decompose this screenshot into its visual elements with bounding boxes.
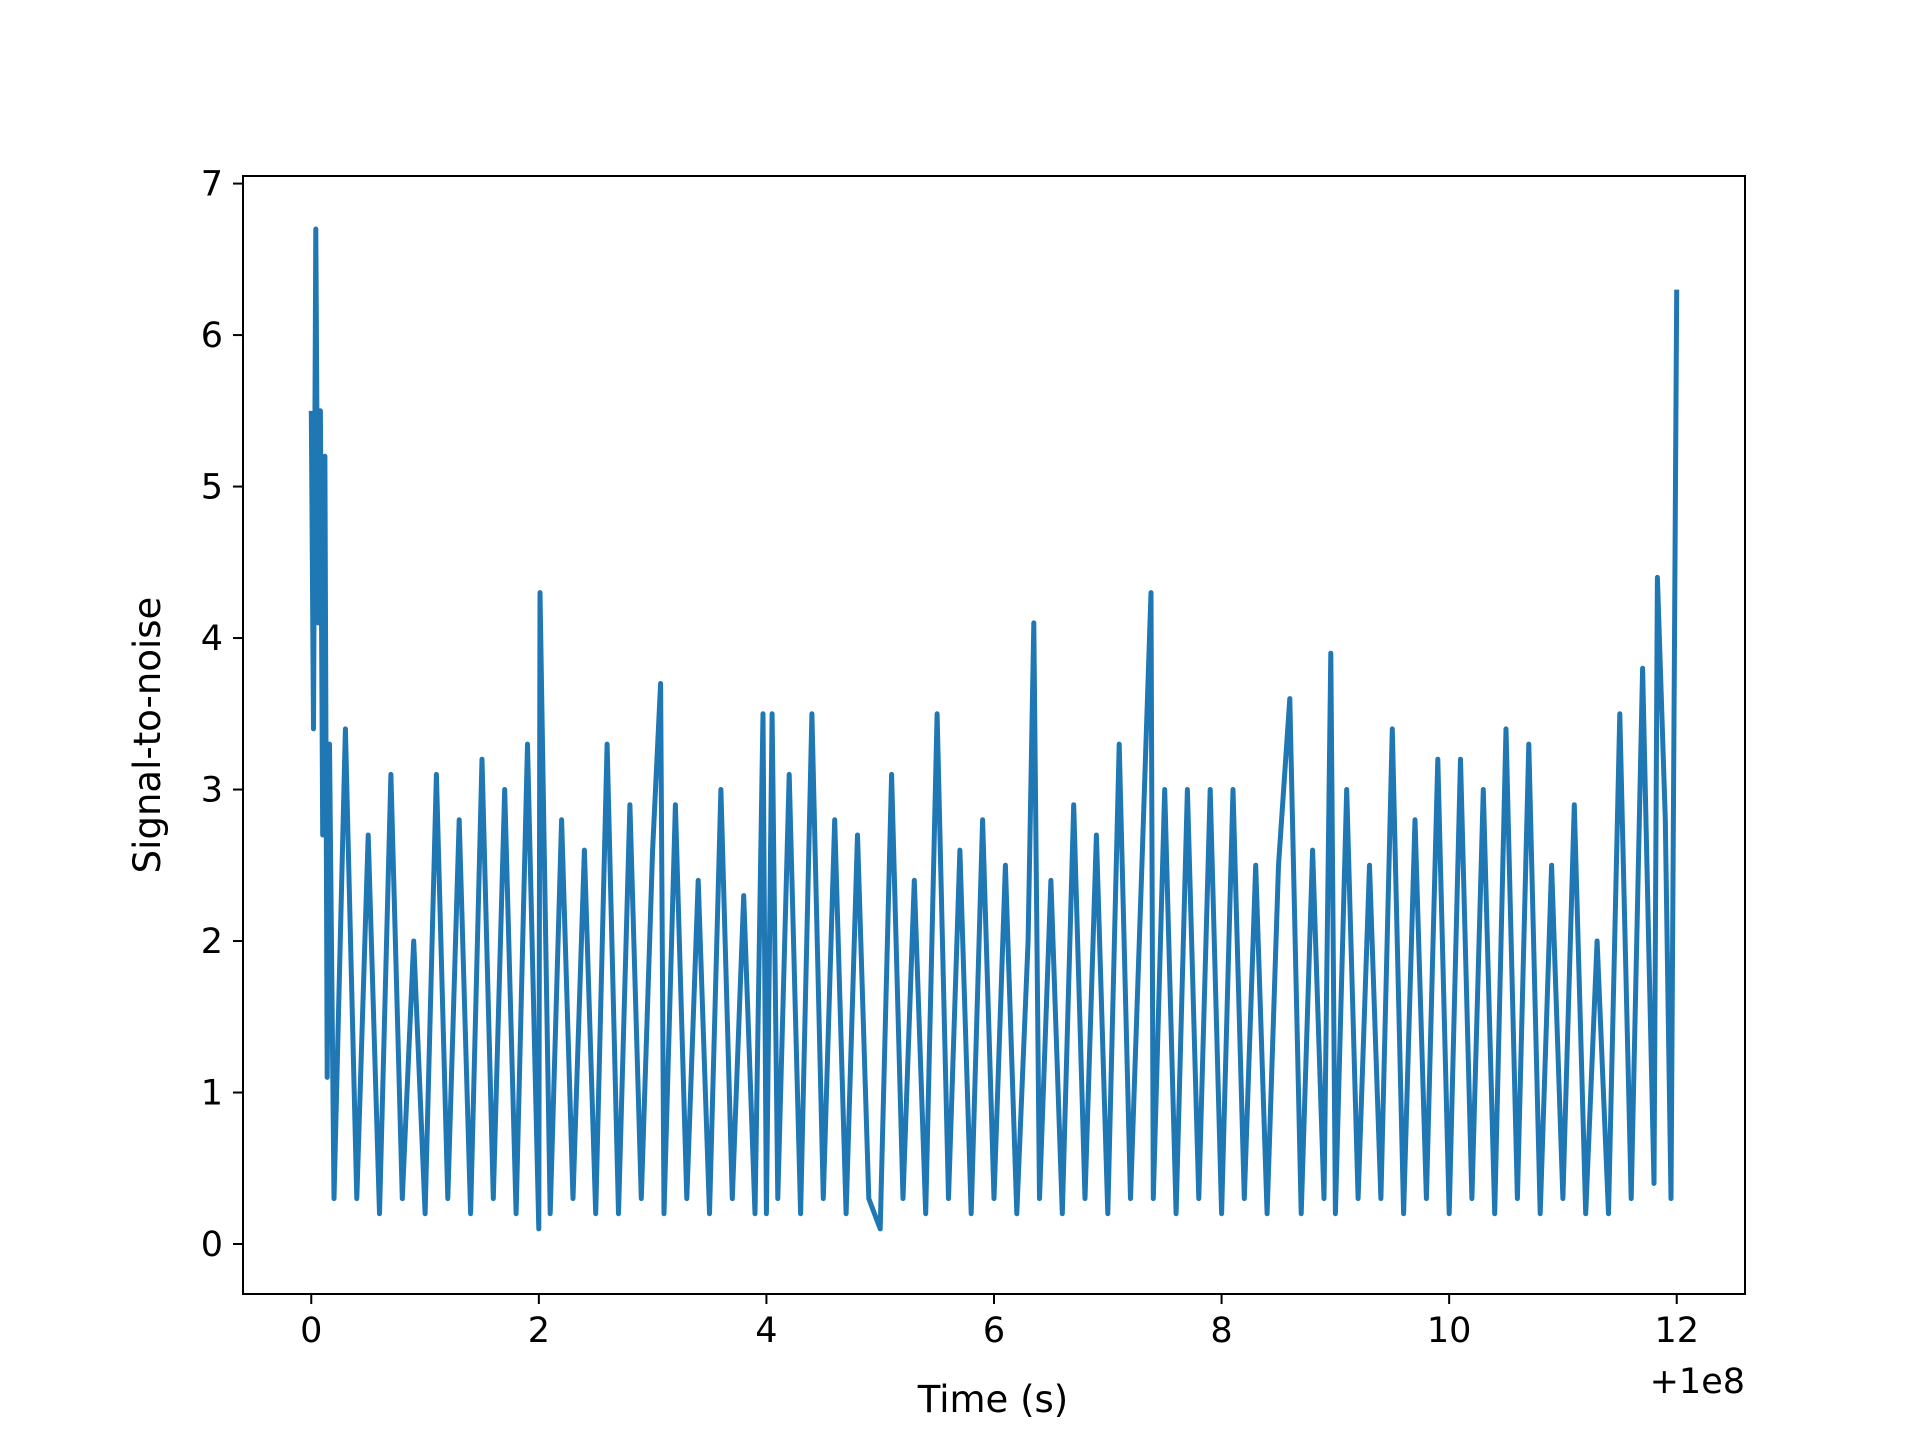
x-tick-label: 10 bbox=[1427, 1311, 1472, 1351]
y-tick-label: 0 bbox=[201, 1225, 223, 1265]
y-axis-label: Signal-to-noise bbox=[126, 597, 169, 874]
series-line-0 bbox=[308, 226, 1680, 1232]
x-offset-label: +1e8 bbox=[1650, 1362, 1745, 1402]
y-tick-label: 5 bbox=[201, 468, 223, 508]
x-tick-label: 12 bbox=[1654, 1311, 1699, 1351]
x-tick-label: 6 bbox=[983, 1311, 1005, 1351]
y-tick-label: 2 bbox=[201, 922, 223, 962]
x-tick-label: 2 bbox=[528, 1311, 550, 1351]
y-tick-label: 6 bbox=[201, 316, 223, 356]
y-tick-label: 3 bbox=[201, 771, 223, 811]
x-axis-label: Time (s) bbox=[917, 1378, 1068, 1421]
y-tick-label: 1 bbox=[201, 1074, 223, 1114]
x-tick-label: 0 bbox=[300, 1311, 322, 1351]
x-tick-label: 4 bbox=[755, 1311, 777, 1351]
x-tick-label: 8 bbox=[1210, 1311, 1232, 1351]
plot-layer bbox=[308, 226, 1680, 1232]
y-tick-label: 7 bbox=[201, 165, 223, 205]
y-tick-label: 4 bbox=[201, 619, 223, 659]
